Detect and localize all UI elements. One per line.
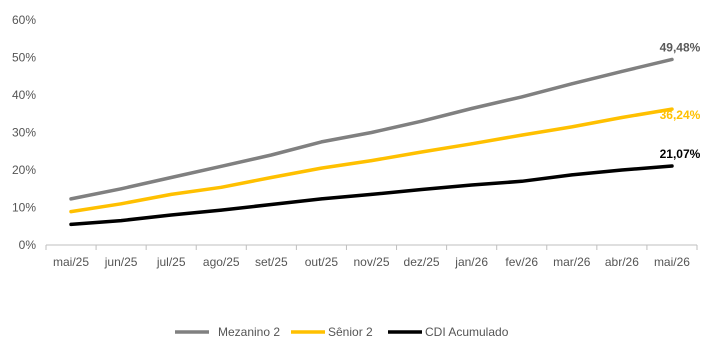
x-tick-label: jul/25	[156, 255, 186, 269]
data-point	[570, 173, 574, 177]
x-tick-label: fev/26	[505, 255, 538, 269]
data-point	[420, 150, 424, 154]
y-tick-label: 40%	[12, 88, 36, 102]
data-point	[370, 192, 373, 196]
data-point	[470, 142, 474, 146]
data-point	[620, 69, 624, 73]
legend-label: Sênior 2	[328, 325, 373, 339]
end-value-label: 49,48%	[660, 40, 701, 54]
data-point	[69, 197, 73, 201]
data-point	[69, 222, 73, 226]
data-point	[319, 166, 323, 170]
data-point	[119, 219, 123, 223]
x-tick-label: out/25	[305, 255, 339, 269]
data-point	[570, 82, 574, 86]
data-point	[319, 197, 323, 201]
data-point	[169, 213, 173, 217]
end-value-label: 21,07%	[660, 147, 701, 161]
data-point	[420, 188, 424, 191]
x-tick-label: jun/25	[104, 255, 138, 269]
data-point	[370, 131, 373, 134]
data-point	[520, 95, 524, 99]
data-point	[370, 159, 373, 163]
data-point	[219, 208, 223, 212]
data-point	[269, 203, 273, 206]
data-point	[670, 57, 674, 61]
y-tick-label: 20%	[12, 163, 36, 177]
end-value-label: 36,24%	[660, 108, 701, 122]
x-tick-label: jan/26	[454, 255, 488, 269]
x-tick-label: nov/25	[353, 255, 389, 269]
data-point	[319, 140, 323, 144]
x-tick-label: dez/25	[404, 255, 440, 269]
data-point	[219, 185, 223, 189]
data-point	[670, 164, 674, 168]
legend: Mezanino 2 Sênior 2 CDI Acumulado	[175, 325, 509, 339]
y-tick-label: 10%	[12, 201, 36, 215]
data-point	[670, 107, 674, 111]
data-point	[169, 192, 173, 196]
y-tick-label: 0%	[19, 238, 37, 252]
data-point	[520, 133, 524, 137]
x-tick-label: ago/25	[203, 255, 240, 269]
y-tick-label: 30%	[12, 126, 36, 140]
data-point	[169, 176, 173, 179]
y-tick-label: 60%	[12, 13, 36, 27]
series-layer	[69, 57, 674, 227]
data-point	[470, 107, 474, 110]
x-tick-label: abr/26	[605, 255, 639, 269]
data-point	[69, 210, 73, 214]
x-tick-label: mai/25	[53, 255, 89, 269]
data-point	[119, 187, 123, 191]
legend-label: Mezanino 2	[218, 325, 280, 339]
data-point	[570, 125, 574, 129]
end-label-layer: 49,48% 36,24% 21,07%	[660, 40, 701, 161]
data-point	[269, 176, 273, 179]
series-line-0	[69, 57, 674, 201]
data-point	[620, 116, 624, 119]
x-tick-label: mai/26	[654, 255, 690, 269]
data-point	[119, 202, 123, 206]
data-point	[520, 179, 524, 183]
legend-label: CDI Acumulado	[425, 325, 509, 339]
data-point	[470, 183, 474, 187]
x-tick-label: set/25	[255, 255, 288, 269]
data-point	[269, 153, 273, 157]
x-tick-label: mar/26	[553, 255, 591, 269]
y-tick-label: 50%	[12, 51, 36, 65]
data-point	[420, 119, 424, 123]
data-point	[620, 168, 624, 172]
data-point	[219, 164, 223, 168]
axis-layer: mai/25 jun/25 jul/25 ago/25 set/25 out/25 nov/…	[12, 13, 698, 269]
